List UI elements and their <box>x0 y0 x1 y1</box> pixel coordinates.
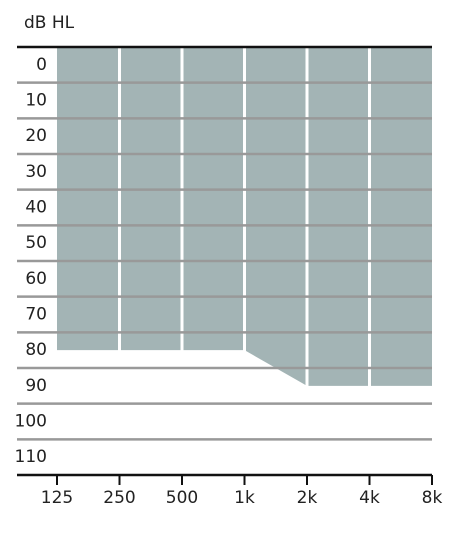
y-tick-label: 10 <box>25 91 47 111</box>
y-tick-label: 100 <box>15 412 47 432</box>
x-tick-label: 250 <box>103 488 135 508</box>
x-tick-label: 1k <box>234 488 255 508</box>
y-tick-label: 50 <box>25 233 47 253</box>
x-tick-label: 4k <box>359 488 380 508</box>
x-tick-label: 125 <box>41 488 73 508</box>
y-tick-label: 30 <box>25 162 47 182</box>
y-tick-label: 90 <box>25 376 47 396</box>
x-tick-label: 8k <box>422 488 443 508</box>
x-tick-label: 2k <box>297 488 318 508</box>
y-tick-label: 0 <box>36 55 47 75</box>
y-axis-title: dB HL <box>24 13 75 33</box>
x-tick-label: 500 <box>166 488 198 508</box>
y-tick-label: 70 <box>25 305 47 325</box>
y-tick-label: 60 <box>25 269 47 289</box>
y-tick-label: 80 <box>25 340 47 360</box>
y-tick-label: 20 <box>25 126 47 146</box>
y-tick-label: 40 <box>25 198 47 218</box>
y-tick-label: 110 <box>15 447 47 467</box>
